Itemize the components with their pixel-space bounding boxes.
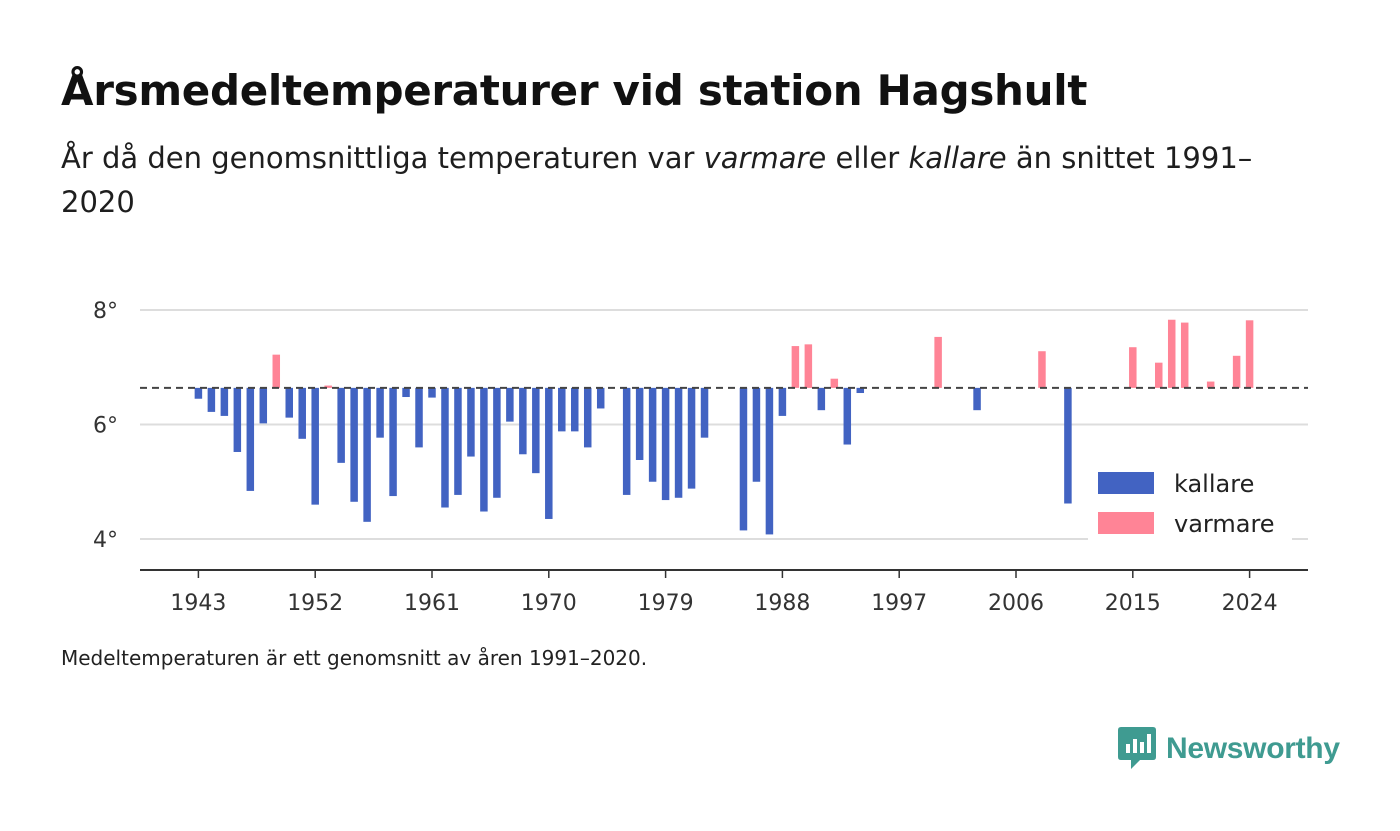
bar-1971 xyxy=(558,387,566,432)
bar-2018 xyxy=(1167,319,1176,388)
chart-title: Årsmedeltemperaturer vid station Hagshul… xyxy=(61,66,1088,115)
legend: kallare varmare xyxy=(1088,462,1292,542)
bar-1952 xyxy=(311,387,319,505)
bar-2015 xyxy=(1129,347,1137,388)
y-axis-ticks: 4° 6° 8° xyxy=(93,299,118,553)
bar-1947 xyxy=(246,387,255,491)
bar-1987 xyxy=(765,387,774,535)
bar-2019 xyxy=(1180,322,1189,388)
bar-1989 xyxy=(791,346,800,388)
bar-1951 xyxy=(298,387,306,439)
bar-1955 xyxy=(350,387,358,502)
bar-2010 xyxy=(1064,387,1072,504)
bar-1978 xyxy=(648,387,657,482)
bar-1992 xyxy=(830,378,839,388)
y-tick-label: 8° xyxy=(93,299,118,324)
bar-1991 xyxy=(817,387,826,411)
footnote: Medeltemperaturen är ett genomsnitt av å… xyxy=(61,646,648,670)
subtitle-warm-word: varmare xyxy=(703,141,827,175)
bar-1974 xyxy=(596,387,605,409)
legend-swatch-warm xyxy=(1098,512,1154,534)
bar-1994 xyxy=(856,387,865,394)
bar-1950 xyxy=(285,387,293,418)
bar-1962 xyxy=(441,387,449,508)
bar-2024 xyxy=(1245,320,1254,388)
subtitle-part-1: År då den genomsnittliga temperaturen va… xyxy=(61,141,704,175)
bar-2000 xyxy=(934,336,942,388)
x-tick-label: 1997 xyxy=(871,591,927,616)
subtitle-part-2: eller xyxy=(826,141,909,175)
brand-name: Newsworthy xyxy=(1166,732,1340,765)
bar-1993 xyxy=(843,387,852,445)
x-tick-label: 1952 xyxy=(287,591,343,616)
bar-1986 xyxy=(752,387,761,482)
bar-1945 xyxy=(220,387,229,416)
brand-logo[interactable]: Newsworthy xyxy=(1118,727,1340,771)
x-tick-label: 1961 xyxy=(404,591,460,616)
bar-1956 xyxy=(363,387,371,522)
bar-1967 xyxy=(506,387,514,422)
bar-1943 xyxy=(194,387,203,399)
bar-2021 xyxy=(1206,381,1215,388)
bar-1988 xyxy=(778,387,787,416)
bar-2023 xyxy=(1232,355,1241,388)
x-tick-label: 1970 xyxy=(521,591,577,616)
bar-1965 xyxy=(480,387,488,512)
y-tick-label: 6° xyxy=(93,414,118,439)
legend-label-cold: kallare xyxy=(1174,470,1254,498)
bar-1966 xyxy=(493,387,501,498)
bar-2003 xyxy=(973,387,981,411)
bar-1944 xyxy=(207,387,216,412)
bar-1948 xyxy=(259,387,268,424)
bar-1980 xyxy=(674,387,683,498)
x-tick-label: 1979 xyxy=(638,591,694,616)
bar-1949 xyxy=(272,354,281,388)
bar-1968 xyxy=(519,387,527,455)
bar-2017 xyxy=(1155,362,1163,388)
x-tick-label: 2006 xyxy=(988,591,1044,616)
bar-1960 xyxy=(415,387,423,448)
bar-1953 xyxy=(324,385,332,388)
bar-1973 xyxy=(583,387,592,448)
bar-1954 xyxy=(337,387,345,463)
legend-swatch-cold xyxy=(1098,472,1154,494)
bar-1961 xyxy=(428,387,436,398)
x-axis-ticks: 1943 1952 1961 1970 1979 1988 1997 2006 2015 2024 xyxy=(170,570,1278,616)
bar-1982 xyxy=(700,387,709,438)
bar-1976 xyxy=(622,387,631,495)
bar-1963 xyxy=(454,387,462,495)
newsworthy-logo-icon xyxy=(1118,727,1156,769)
bars xyxy=(194,319,1254,535)
bar-1970 xyxy=(545,387,553,519)
y-tick-label: 4° xyxy=(93,528,118,553)
x-tick-label: 1943 xyxy=(170,591,226,616)
bar-1972 xyxy=(571,387,579,432)
bar-1946 xyxy=(233,387,242,452)
bar-2008 xyxy=(1038,351,1046,388)
bar-1964 xyxy=(467,387,475,457)
bar-1981 xyxy=(687,387,696,489)
subtitle-cold-word: kallare xyxy=(908,141,1007,175)
bar-1959 xyxy=(402,387,410,398)
x-tick-label: 2024 xyxy=(1222,591,1278,616)
bar-1977 xyxy=(635,387,644,460)
bar-1985 xyxy=(739,387,748,531)
bar-1957 xyxy=(376,387,384,438)
x-tick-label: 1988 xyxy=(754,591,810,616)
legend-label-warm: varmare xyxy=(1174,510,1275,538)
bar-1979 xyxy=(661,387,670,501)
bar-1969 xyxy=(532,387,540,474)
bar-1958 xyxy=(389,387,397,497)
subtitle-part-3: än snittet 1991–2020 xyxy=(61,141,1253,219)
chart-subtitle: År då den genomsnittliga temperaturen va… xyxy=(61,136,1291,224)
x-tick-label: 2015 xyxy=(1105,591,1161,616)
bar-1990 xyxy=(804,344,813,388)
